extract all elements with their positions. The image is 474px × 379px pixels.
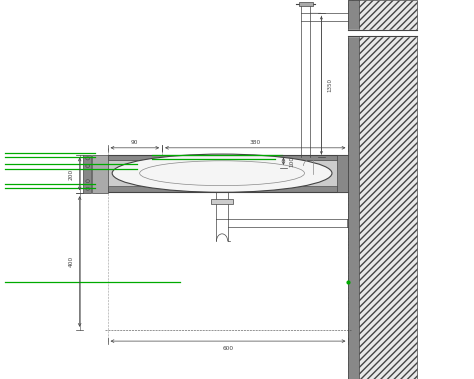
Polygon shape <box>348 36 359 379</box>
Text: 600: 600 <box>222 346 234 351</box>
Bar <box>108 160 348 186</box>
Text: 100: 100 <box>289 156 294 167</box>
Bar <box>83 155 91 193</box>
Text: 1350: 1350 <box>327 78 332 92</box>
Text: 200: 200 <box>69 168 74 180</box>
Polygon shape <box>348 0 359 30</box>
Bar <box>299 2 313 6</box>
Bar <box>92 155 108 193</box>
Text: 400: 400 <box>69 256 74 267</box>
Polygon shape <box>348 0 417 30</box>
Polygon shape <box>348 36 417 379</box>
Bar <box>108 186 348 192</box>
Bar <box>337 155 348 192</box>
Ellipse shape <box>112 154 332 192</box>
Bar <box>108 155 348 160</box>
Text: 380: 380 <box>250 139 261 145</box>
Bar <box>210 199 233 204</box>
Text: 90: 90 <box>131 139 138 145</box>
